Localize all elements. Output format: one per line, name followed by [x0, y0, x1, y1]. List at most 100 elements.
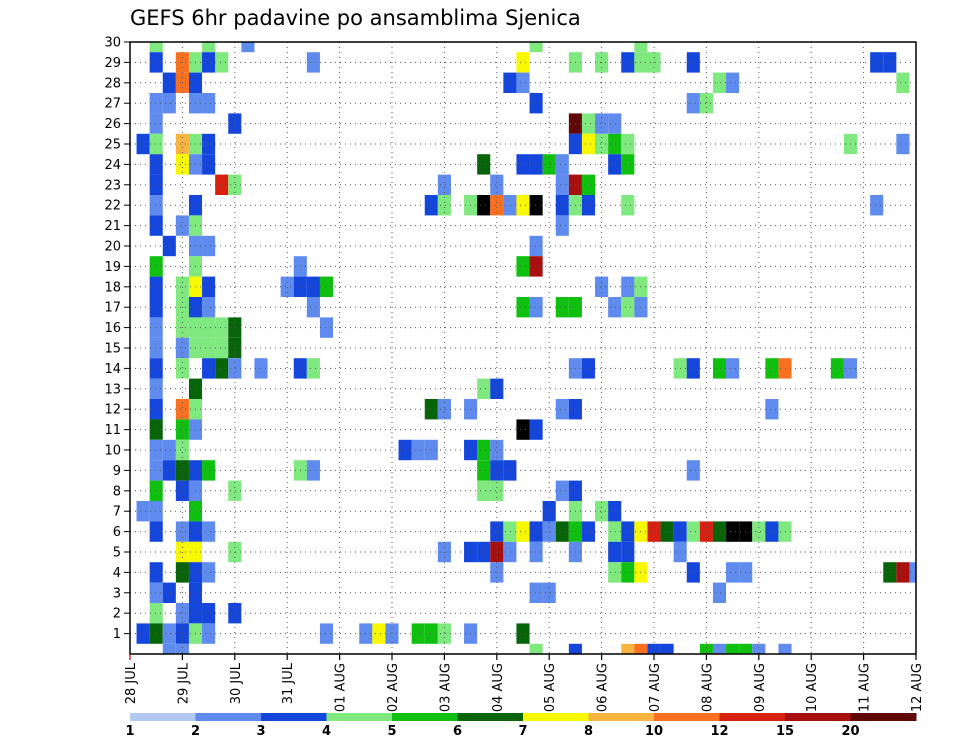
heatmap-cell: [162, 582, 176, 603]
legend-level-label: 4: [322, 724, 331, 739]
heatmap-cell: [228, 174, 242, 195]
legend-swatch: [588, 713, 655, 721]
heatmap-cell: [608, 501, 622, 522]
heatmap-cell: [175, 215, 189, 236]
heatmap-cell: [424, 623, 438, 644]
heatmap-cell: [228, 113, 242, 134]
heatmap-cell: [149, 174, 163, 195]
heatmap-cell: [215, 358, 229, 379]
heatmap-cells: [136, 42, 916, 654]
legend-swatch: [326, 713, 393, 721]
heatmap-cell: [621, 154, 635, 175]
heatmap-cell: [516, 52, 530, 73]
heatmap-cell: [516, 521, 530, 542]
y-tick-label: 29: [104, 56, 121, 71]
heatmap-cell: [149, 195, 163, 216]
heatmap-cell: [739, 643, 753, 654]
heatmap-cell: [202, 93, 216, 114]
heatmap-cell: [280, 276, 294, 297]
heatmap-cell: [149, 399, 163, 420]
y-tick-label: 23: [104, 178, 121, 193]
heatmap-cell: [503, 521, 517, 542]
y-tick-label: 24: [104, 158, 121, 173]
heatmap-cell: [202, 317, 216, 338]
y-tick-label: 30: [104, 36, 121, 51]
y-tick-label: 17: [104, 301, 121, 316]
heatmap-cell: [385, 623, 399, 644]
y-tick-label: 7: [113, 505, 121, 520]
y-tick-label: 5: [113, 546, 121, 561]
heatmap-cell: [503, 460, 517, 481]
y-tick-label: 14: [104, 362, 121, 377]
heatmap-cell: [542, 154, 556, 175]
heatmap-cell: [202, 562, 216, 583]
heatmap-cell: [175, 358, 189, 379]
heatmap-cell: [699, 521, 713, 542]
heatmap-cell: [529, 235, 543, 257]
heatmap-cell: [372, 623, 386, 644]
heatmap-cell: [529, 541, 543, 563]
x-tick-label: 11 AUG: [858, 663, 873, 712]
heatmap-cell: [686, 562, 700, 583]
heatmap-cell: [595, 113, 609, 134]
legend-swatch: [654, 713, 720, 721]
x-tick-label: 02 AUG: [386, 663, 401, 712]
heatmap-cell: [699, 93, 713, 114]
legend-swatch: [130, 713, 196, 721]
y-tick-label: 25: [104, 138, 121, 153]
heatmap-cell: [149, 378, 163, 399]
heatmap-cell: [621, 195, 635, 216]
heatmap-cell: [175, 480, 189, 501]
heatmap-cell: [686, 52, 700, 73]
y-tick-label: 4: [113, 566, 121, 581]
heatmap-cell: [162, 235, 176, 257]
legend-swatch: [195, 713, 262, 721]
y-tick-label: 3: [113, 586, 121, 601]
heatmap-cell: [202, 276, 216, 297]
heatmap-cell: [529, 419, 543, 440]
heatmap-cell: [202, 133, 216, 155]
x-axis: 28 JUL 29 JUL 30 JUL 31 JUL 01 AUG 02 AUG 03 A…: [124, 654, 925, 712]
heatmap-cell: [149, 93, 163, 114]
legend-level-label: 15: [776, 724, 794, 739]
heatmap-cell: [477, 378, 491, 399]
heatmap-cell: [765, 399, 779, 420]
heatmap-cell: [660, 521, 674, 542]
heatmap-cell: [215, 337, 229, 359]
heatmap-cell: [241, 42, 255, 53]
x-tick-label: 31 JUL: [281, 662, 296, 704]
heatmap-cell: [634, 643, 648, 654]
heatmap-cell: [621, 643, 635, 654]
legend-swatch: [719, 713, 786, 721]
heatmap-cell: [149, 256, 163, 277]
heatmap-cell: [490, 521, 504, 542]
heatmap-cell: [516, 419, 530, 440]
heatmap-cell: [896, 133, 910, 155]
heatmap-cell: [175, 154, 189, 175]
heatmap-cell: [202, 52, 216, 73]
heatmap-cell: [503, 72, 517, 93]
heatmap-cell: [149, 317, 163, 338]
y-tick-label: 16: [104, 321, 121, 336]
y-tick-label: 9: [113, 464, 121, 479]
heatmap-cell: [542, 521, 556, 542]
heatmap-cell: [162, 72, 176, 93]
heatmap-cell: [529, 582, 543, 603]
heatmap-cell: [555, 154, 569, 175]
heatmap-cell: [595, 133, 609, 155]
heatmap-cell: [686, 521, 700, 542]
legend-level-label: 6: [453, 724, 462, 739]
heatmap-cell: [490, 195, 504, 216]
heatmap-cell: [437, 195, 451, 216]
heatmap-cell: [516, 256, 530, 277]
heatmap-cell: [202, 154, 216, 175]
heatmap-cell: [202, 603, 216, 624]
x-tick-label: 30 JUL: [229, 662, 244, 704]
heatmap-cell: [529, 643, 543, 654]
y-tick-label: 28: [104, 76, 121, 91]
heatmap-cell: [149, 358, 163, 379]
heatmap-cell: [529, 195, 543, 216]
heatmap-cell: [202, 358, 216, 379]
heatmap-cell: [686, 93, 700, 114]
heatmap-cell: [215, 52, 229, 73]
